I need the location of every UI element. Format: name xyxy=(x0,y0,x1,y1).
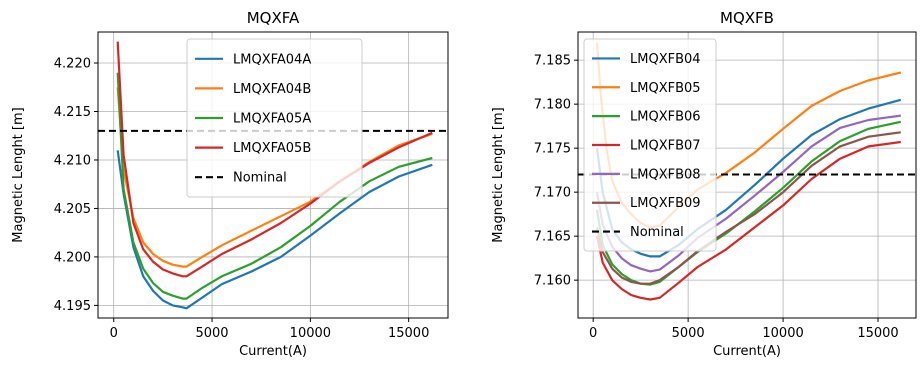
legend-label-lmqxfa05a: LMQXFA05A xyxy=(233,112,311,127)
series-line-lmqxfb08 xyxy=(595,114,901,273)
mqxfa-x-tick-label: 15000 xyxy=(388,326,429,341)
legend-label-lmqxfa04a: LMQXFA04A xyxy=(233,52,311,67)
mqxfa-legend: LMQXFA04A LMQXFA04B LMQXFA05A LMQXFA05B Nomi… xyxy=(186,38,363,198)
mqxfb-x-tick-label: 0 xyxy=(589,326,597,341)
legend-box xyxy=(583,38,717,252)
legend-box xyxy=(186,38,363,198)
mqxfa-y-tick-label: 4.215 xyxy=(54,105,91,120)
legend-label-lmqxfb08: LMQXFB08 xyxy=(630,167,701,182)
mqxfb-y-tick-label: 7.180 xyxy=(534,98,571,113)
mqxfa-y-axis-label: Magnetic Lenght [m] xyxy=(11,107,26,242)
legend-label-lmqxfb06: LMQXFB06 xyxy=(630,110,701,125)
mqxfb-y-tick-label: 7.170 xyxy=(534,186,571,201)
mqxfa-chart: 0 5000 10000 15000 4.195 4.200 4.205 4.210 4.215… xyxy=(11,9,449,359)
legend-label-lmqxfb09: LMQXFB09 xyxy=(630,196,701,211)
mqxfa-x-tick-label: 10000 xyxy=(290,326,331,341)
series-line-lmqxfb07 xyxy=(595,140,901,301)
mqxfa-y-tick-label: 4.210 xyxy=(54,153,91,168)
mqxfb-chart: 0 5000 10000 15000 7.160 7.165 7.170 7.175 7.180… xyxy=(491,9,917,359)
mqxfa-y-tick-label: 4.220 xyxy=(54,57,91,72)
mqxfb-x-tick-label: 15000 xyxy=(857,326,898,341)
mqxfb-y-axis-label: Magnetic Lenght [m] xyxy=(491,107,506,242)
legend-label-lmqxfb04: LMQXFB04 xyxy=(630,52,701,67)
legend-label-lmqxfa04b: LMQXFA04B xyxy=(233,82,311,97)
mqxfa-y-tick-label: 4.200 xyxy=(54,250,91,265)
legend-label-lmqxfb05: LMQXFB05 xyxy=(630,81,701,96)
mqxfb-y-tick-label: 7.165 xyxy=(534,230,571,245)
mqxfa-y-tick-label: 4.195 xyxy=(54,299,91,314)
mqxfa-axes-frame xyxy=(97,31,449,319)
mqxfb-y-tick-label: 7.175 xyxy=(534,142,571,157)
mqxfa-x-axis-label: Current(A) xyxy=(239,344,307,359)
mqxfb-x-tick-label: 10000 xyxy=(762,326,803,341)
mqxfb-legend: LMQXFB04 LMQXFB05 LMQXFB06 LMQXFB07 LMQXFB08… xyxy=(583,38,717,252)
mqxfb-title: MQXFB xyxy=(720,9,774,27)
mqxfb-y-tick-label: 7.185 xyxy=(534,54,571,69)
legend-label-lmqxfb07: LMQXFB07 xyxy=(630,139,701,154)
mqxfa-x-tick-label: 0 xyxy=(110,326,118,341)
series-line-lmqxfa05a xyxy=(116,72,433,300)
legend-label-nominal: Nominal xyxy=(630,225,684,240)
mqxfb-y-tick-label: 7.160 xyxy=(534,274,571,289)
legend-label-nominal: Nominal xyxy=(233,171,287,186)
mqxfa-y-tick-label: 4.205 xyxy=(54,202,91,217)
series-line-lmqxfb09 xyxy=(595,131,901,285)
mqxfa-x-tick-label: 5000 xyxy=(195,326,228,341)
mqxfb-x-tick-label: 5000 xyxy=(672,326,705,341)
legend-label-lmqxfa05b: LMQXFA05B xyxy=(233,141,311,156)
series-line-lmqxfa04a xyxy=(116,150,433,310)
mqxfb-x-axis-label: Current(A) xyxy=(713,344,781,359)
mqxfb-axes-frame xyxy=(577,31,917,319)
mqxfa-title: MQXFA xyxy=(247,9,300,27)
